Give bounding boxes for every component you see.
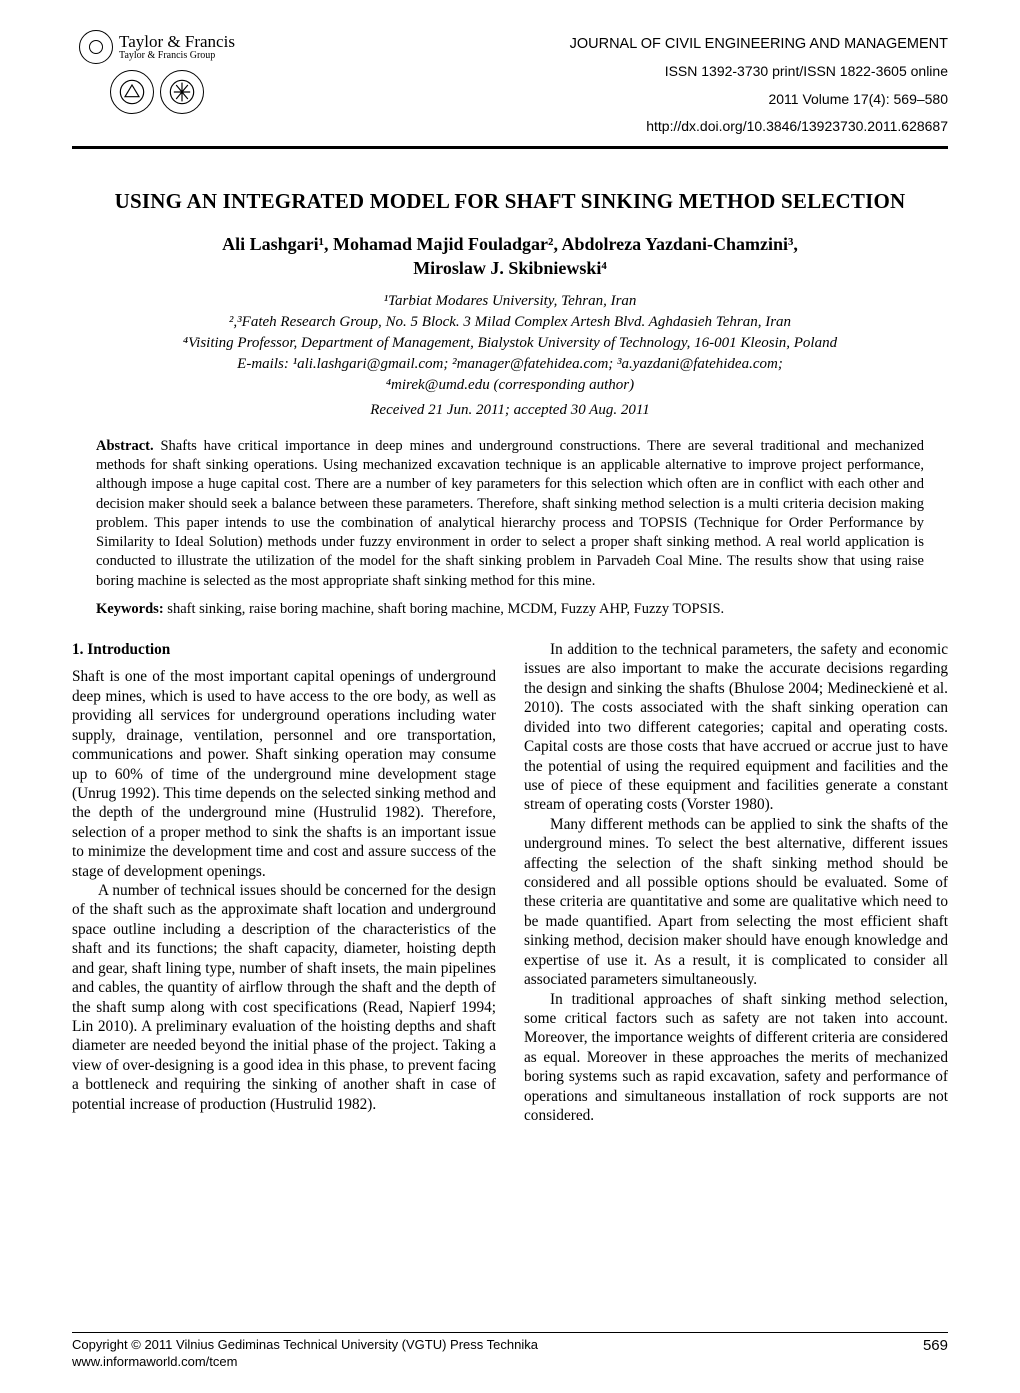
affil-1: ¹Tarbiat Modares University, Tehran, Ira… bbox=[72, 291, 948, 312]
right-para-2: Many different methods can be applied to… bbox=[524, 815, 948, 990]
affil-3: ⁴Visiting Professor, Department of Manag… bbox=[72, 333, 948, 354]
publisher-subname: Taylor & Francis Group bbox=[119, 51, 235, 62]
footer-page-number: 569 bbox=[923, 1337, 948, 1371]
article-dates: Received 21 Jun. 2011; accepted 30 Aug. … bbox=[72, 402, 948, 419]
affil-2: ²,³Fateh Research Group, No. 5 Block. 3 … bbox=[72, 312, 948, 333]
right-para-1: In addition to the technical parameters,… bbox=[524, 640, 948, 815]
right-column: In addition to the technical parameters,… bbox=[524, 640, 948, 1126]
journal-issn: ISSN 1392-3730 print/ISSN 1822-3605 onli… bbox=[260, 58, 948, 85]
authors-line-2: Miroslaw J. Skibniewski⁴ bbox=[413, 258, 607, 278]
footer-left: Copyright © 2011 Vilnius Gediminas Techn… bbox=[72, 1337, 538, 1371]
tf-logo-text: Taylor & Francis Taylor & Francis Group bbox=[119, 33, 235, 61]
tf-logo-mark bbox=[79, 30, 113, 64]
journal-title: JOURNAL OF CIVIL ENGINEERING AND MANAGEM… bbox=[260, 30, 948, 58]
affil-emails: E-mails: ¹ali.lashgari@gmail.com; ²manag… bbox=[72, 354, 948, 375]
taylor-francis-logo: Taylor & Francis Taylor & Francis Group bbox=[79, 30, 235, 64]
journal-issue: 2011 Volume 17(4): 569–580 bbox=[260, 86, 948, 113]
article-affiliations: ¹Tarbiat Modares University, Tehran, Ira… bbox=[72, 291, 948, 396]
abstract-block: Abstract. Shafts have critical importanc… bbox=[96, 437, 924, 591]
publisher-logos: Taylor & Francis Taylor & Francis Group bbox=[72, 30, 242, 114]
page-footer: Copyright © 2011 Vilnius Gediminas Techn… bbox=[72, 1332, 948, 1371]
footer-url: www.informaworld.com/tcem bbox=[72, 1354, 538, 1371]
keywords-block: Keywords: shaft sinking, raise boring ma… bbox=[96, 601, 924, 618]
journal-doi: http://dx.doi.org/10.3846/13923730.2011.… bbox=[260, 113, 948, 140]
header-row: Taylor & Francis Taylor & Francis Group bbox=[72, 30, 948, 140]
article-title: USING AN INTEGRATED MODEL FOR SHAFT SINK… bbox=[72, 189, 948, 214]
header-rule bbox=[72, 146, 948, 149]
article-authors: Ali Lashgari¹, Mohamad Majid Fouladgar²,… bbox=[72, 232, 948, 281]
section-1-heading: 1. Introduction bbox=[72, 640, 496, 659]
journal-badges bbox=[110, 70, 204, 114]
journal-meta: JOURNAL OF CIVIL ENGINEERING AND MANAGEM… bbox=[260, 30, 948, 140]
abstract-label: Abstract. bbox=[96, 438, 154, 454]
abstract-text: Shafts have critical importance in deep … bbox=[96, 438, 924, 589]
affil-corresponding: ⁴mirek@umd.edu (corresponding author) bbox=[72, 375, 948, 396]
page-root: Taylor & Francis Taylor & Francis Group bbox=[0, 0, 1020, 1156]
tf-logo-mark-inner bbox=[89, 40, 103, 54]
body-columns: 1. Introduction Shaft is one of the most… bbox=[72, 640, 948, 1126]
publisher-name: Taylor & Francis bbox=[119, 33, 235, 51]
badge-1-icon bbox=[110, 70, 154, 114]
keywords-text: shaft sinking, raise boring machine, sha… bbox=[167, 601, 724, 617]
footer-copyright: Copyright © 2011 Vilnius Gediminas Techn… bbox=[72, 1337, 538, 1354]
badge-2-icon bbox=[160, 70, 204, 114]
authors-line-1: Ali Lashgari¹, Mohamad Majid Fouladgar²,… bbox=[222, 234, 798, 254]
right-para-3: In traditional approaches of shaft sinki… bbox=[524, 990, 948, 1126]
left-para-2: A number of technical issues should be c… bbox=[72, 881, 496, 1114]
left-column: 1. Introduction Shaft is one of the most… bbox=[72, 640, 496, 1126]
left-para-1: Shaft is one of the most important capit… bbox=[72, 667, 496, 881]
keywords-label: Keywords: bbox=[96, 601, 164, 617]
